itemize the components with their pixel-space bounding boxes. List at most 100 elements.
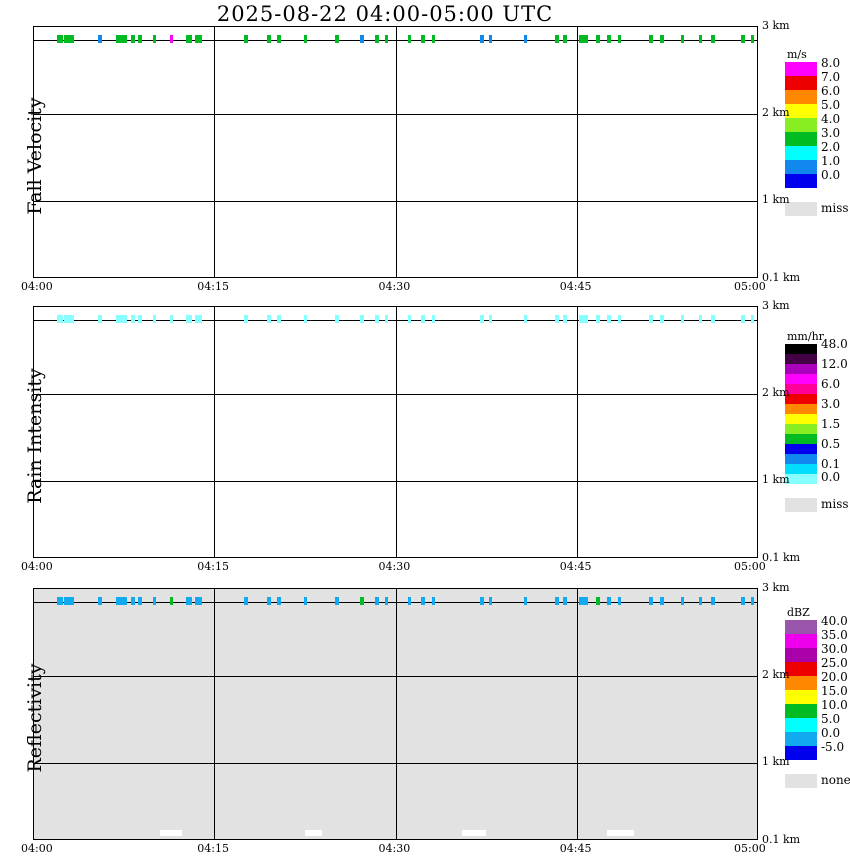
- data-cell: [523, 315, 528, 323]
- gridline-horizontal: [34, 675, 757, 677]
- colorbar-band: [785, 746, 817, 760]
- data-cell: [555, 315, 559, 323]
- data-cell: [617, 597, 622, 605]
- x-tick-label: 04:15: [197, 560, 229, 573]
- y-tick-label: 0.1 km: [762, 833, 801, 846]
- colorbar-tick-label: 3.0: [821, 397, 841, 411]
- gridline-vertical: [395, 307, 397, 557]
- x-tick-label: 04:15: [197, 842, 229, 855]
- data-cell: [152, 597, 157, 605]
- data-cell: [116, 35, 128, 43]
- gridline-horizontal: [34, 762, 757, 764]
- colorbar-tick-label: 20.0: [821, 670, 848, 684]
- gridline-vertical: [395, 27, 397, 277]
- ground-clutter-cell: [304, 830, 322, 836]
- colorbar-tick-label: 15.0: [821, 684, 848, 698]
- data-cell: [130, 35, 135, 43]
- colorbar-tick-label: 40.0: [821, 614, 848, 628]
- colorbar-tick-label: 1.5: [821, 417, 841, 431]
- colorbar-tick-label: 0.0: [821, 168, 841, 182]
- gridline-horizontal: [34, 40, 757, 42]
- data-cell: [384, 597, 389, 605]
- panel-rain-intensity-ylabel: Rain Intensity: [24, 368, 46, 504]
- x-tick-label: 04:30: [378, 842, 411, 855]
- data-cell: [407, 597, 412, 605]
- data-cell: [420, 35, 425, 43]
- colorbar-band: [785, 146, 817, 160]
- data-cell: [617, 315, 622, 323]
- colorbar-band: [785, 620, 817, 634]
- colorbar-tick-label: 0.0: [821, 726, 841, 740]
- gridline-vertical: [214, 307, 216, 557]
- colorbar-band: [785, 374, 817, 384]
- gridline-horizontal: [34, 113, 757, 115]
- ground-clutter-cell: [461, 830, 487, 836]
- data-cell: [267, 597, 272, 605]
- data-cell: [660, 35, 664, 43]
- colorbar-band: [785, 732, 817, 746]
- panel-rain-intensity: [33, 306, 758, 558]
- colorbar-band: [785, 704, 817, 718]
- colorbar-tick-label: 12.0: [821, 357, 848, 371]
- data-cell: [186, 597, 192, 605]
- colorbar-band: [785, 354, 817, 364]
- data-cell: [360, 35, 365, 43]
- colorbar-band: [785, 662, 817, 676]
- data-cell: [750, 597, 755, 605]
- panel-fall-velocity-ylabel: Fall Velocity: [24, 97, 46, 215]
- colorbar-tick-label: 1.0: [821, 154, 841, 168]
- data-cell: [64, 35, 75, 43]
- y-tick-label: 1 km: [762, 754, 790, 768]
- data-cell: [750, 315, 755, 323]
- colorbar-band: [785, 104, 817, 118]
- data-cell: [420, 315, 425, 323]
- data-cell: [169, 315, 174, 323]
- data-cell: [698, 35, 703, 43]
- data-cell: [57, 315, 63, 323]
- data-cell: [480, 35, 484, 43]
- data-cell: [750, 35, 755, 43]
- data-cell: [194, 315, 203, 323]
- colorbar-tick-label: 0.5: [821, 437, 841, 451]
- y-tick-label: 2 km: [762, 667, 790, 681]
- gridline-vertical: [214, 27, 216, 277]
- data-cell: [277, 315, 281, 323]
- x-tick-label: 04:00: [21, 280, 53, 293]
- gridline-vertical: [214, 589, 216, 839]
- y-tick-label: 1 km: [762, 192, 790, 206]
- colorbar-band: [785, 62, 817, 76]
- gridline-vertical: [576, 589, 578, 839]
- data-cell: [579, 315, 588, 323]
- data-cell: [384, 315, 389, 323]
- gridline-horizontal: [34, 602, 757, 604]
- x-tick-label: 04:30: [378, 560, 411, 573]
- data-cell: [374, 35, 379, 43]
- gridline-horizontal: [34, 393, 757, 395]
- data-cell: [698, 597, 703, 605]
- colorbar-tick-label: -5.0: [821, 740, 845, 754]
- data-cell: [194, 597, 203, 605]
- data-cell: [431, 35, 436, 43]
- x-tick-label: 04:45: [559, 280, 592, 293]
- y-tick-label: 1 km: [762, 472, 790, 486]
- data-cell: [116, 597, 128, 605]
- data-cell: [98, 35, 102, 43]
- colorbar-band: [785, 160, 817, 174]
- data-cell: [64, 597, 75, 605]
- data-cell: [741, 35, 745, 43]
- data-cell: [710, 315, 715, 323]
- colorbar-missing-label: none: [821, 773, 850, 787]
- data-cell: [152, 315, 157, 323]
- data-cell: [710, 35, 715, 43]
- x-tick-label: 05:00: [734, 560, 766, 573]
- colorbar-unit-label: m/s: [787, 48, 807, 61]
- colorbar-band: [785, 464, 817, 474]
- panel-reflectivity-ylabel: Reflectivity: [24, 663, 46, 773]
- colorbar-tick-label: 48.0: [821, 337, 848, 351]
- data-cell: [374, 597, 379, 605]
- colorbar-band: [785, 444, 817, 454]
- colorbar-tick-label: 35.0: [821, 628, 848, 642]
- colorbar-band: [785, 434, 817, 444]
- ground-clutter-cell: [159, 830, 182, 836]
